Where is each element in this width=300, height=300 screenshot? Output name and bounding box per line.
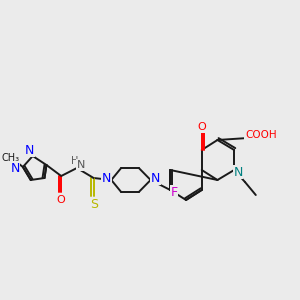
Text: N: N xyxy=(151,172,160,184)
Text: F: F xyxy=(171,185,178,199)
Text: N: N xyxy=(25,143,34,157)
Text: O: O xyxy=(57,195,66,205)
Text: N: N xyxy=(10,163,20,176)
Text: H: H xyxy=(71,156,79,166)
Text: N: N xyxy=(77,160,85,170)
Text: COOH: COOH xyxy=(245,130,277,140)
Text: N: N xyxy=(233,166,243,178)
Text: N: N xyxy=(102,172,111,184)
Text: CH₃: CH₃ xyxy=(1,153,19,163)
Text: S: S xyxy=(90,197,98,211)
Text: O: O xyxy=(197,122,206,132)
